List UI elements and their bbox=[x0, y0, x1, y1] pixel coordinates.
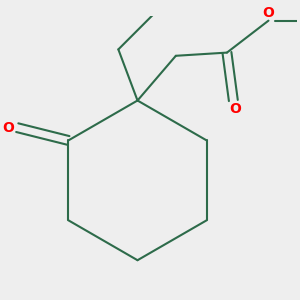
Text: O: O bbox=[2, 121, 14, 135]
Text: O: O bbox=[229, 102, 241, 116]
Text: O: O bbox=[262, 7, 274, 20]
